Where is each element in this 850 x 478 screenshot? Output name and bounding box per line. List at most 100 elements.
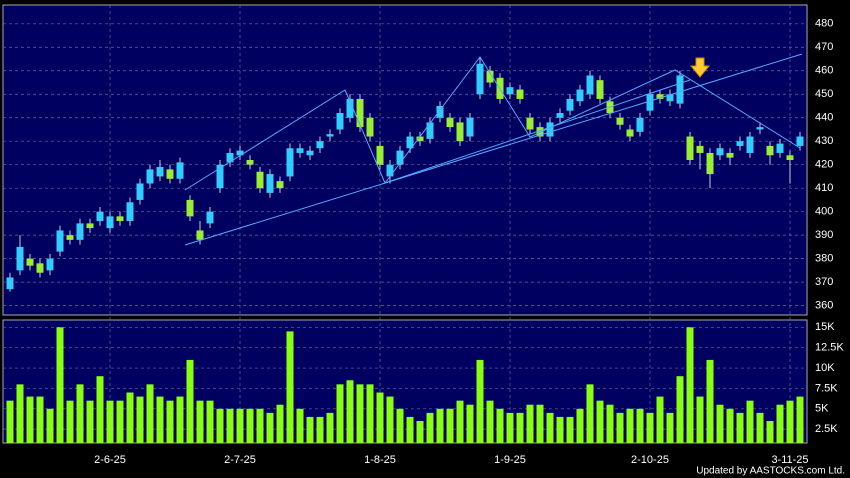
- candle-body: [776, 143, 784, 153]
- volume-bar: [86, 400, 94, 443]
- volume-bar: [396, 408, 404, 443]
- candle-body: [166, 169, 174, 179]
- volume-bar: [96, 376, 104, 443]
- volume-bar: [726, 408, 734, 443]
- candle-body: [366, 117, 374, 137]
- candle-body: [466, 117, 474, 137]
- volume-bar: [496, 408, 504, 443]
- volume-panel: [2, 319, 808, 444]
- candle-body: [96, 211, 104, 222]
- volume-bar: [166, 400, 174, 443]
- volume-bar: [586, 384, 594, 443]
- candle-body: [386, 164, 394, 177]
- volume-bar: [406, 416, 414, 443]
- volume-bar: [346, 380, 354, 443]
- volume-bar: [516, 412, 524, 443]
- volume-bar: [626, 408, 634, 443]
- candle-body: [756, 127, 764, 130]
- volume-bar: [66, 400, 74, 443]
- candle-body: [226, 152, 234, 163]
- candle-body: [566, 98, 574, 111]
- volume-bar: [506, 412, 514, 443]
- volume-bar: [76, 384, 84, 443]
- volume-bar: [46, 408, 54, 443]
- candle-body: [256, 171, 264, 189]
- candle-body: [86, 223, 94, 229]
- volume-bar: [26, 396, 34, 443]
- volume-bar: [246, 408, 254, 443]
- candle-body: [576, 89, 584, 102]
- candle-body: [306, 150, 314, 156]
- candle-body: [416, 136, 424, 142]
- volume-bar: [446, 408, 454, 443]
- volume-bar: [466, 404, 474, 443]
- candle-body: [716, 148, 724, 156]
- volume-bar: [376, 392, 384, 443]
- y-tick-label: 470: [815, 41, 833, 53]
- volume-bar: [36, 396, 44, 443]
- candle-body: [586, 75, 594, 95]
- y-tick-label: 460: [815, 65, 833, 77]
- volume-bar: [186, 359, 194, 443]
- candle-body: [46, 258, 54, 271]
- volume-bar: [566, 416, 574, 443]
- candle-body: [676, 75, 684, 104]
- candle-body: [56, 230, 64, 252]
- volume-bar: [666, 412, 674, 443]
- candle-body: [666, 94, 674, 102]
- volume-bar: [706, 359, 714, 443]
- price-panel: [2, 4, 808, 316]
- candle-body: [616, 117, 624, 125]
- zigzag-line: [184, 56, 801, 191]
- candle-body: [796, 136, 804, 146]
- y-tick-label: 360: [815, 300, 833, 312]
- y-tick-label: 390: [815, 229, 833, 241]
- volume-bar: [576, 408, 584, 443]
- volume-bar: [116, 400, 124, 443]
- volume-bar: [716, 404, 724, 443]
- candle-body: [636, 117, 644, 132]
- volume-bar: [646, 412, 654, 443]
- volume-bar: [416, 421, 424, 443]
- candle-body: [506, 87, 514, 95]
- candle-body: [426, 122, 434, 139]
- volume-bar: [226, 408, 234, 443]
- candle-body: [6, 277, 14, 290]
- volume-bar: [256, 408, 264, 443]
- candle-body: [536, 127, 544, 137]
- volume-bar: [336, 384, 344, 443]
- candle-body: [456, 122, 464, 142]
- volume-bar: [456, 400, 464, 443]
- y2-tick-label: 12.5K: [815, 342, 844, 354]
- candle-body: [436, 105, 444, 118]
- candle-body: [766, 145, 774, 156]
- volume-bar: [176, 396, 184, 443]
- volume-bar: [386, 396, 394, 443]
- volume-bar: [136, 396, 144, 443]
- y-tick-label: 380: [815, 253, 833, 265]
- candle-body: [346, 98, 354, 118]
- candle-body: [476, 63, 484, 95]
- candle-body: [106, 216, 114, 229]
- y2-tick-label: 15K: [815, 321, 835, 333]
- y2-tick-label: 2.5K: [815, 423, 838, 435]
- volume-bar: [356, 384, 364, 443]
- candle-body: [26, 258, 34, 266]
- candle-body: [726, 152, 734, 158]
- candle-body: [656, 94, 664, 99]
- volume-bar: [266, 412, 274, 443]
- volume-bar: [766, 421, 774, 443]
- candle-body: [686, 136, 694, 160]
- candle-body: [706, 152, 714, 175]
- volume-bar: [146, 384, 154, 443]
- volume-bar: [106, 400, 114, 443]
- y2-tick-label: 10K: [815, 362, 835, 374]
- candle-body: [156, 167, 164, 177]
- volume-bar: [366, 384, 374, 443]
- candle-body: [146, 169, 154, 184]
- x-tick-label: 3-11-25: [771, 454, 808, 466]
- volume-bar: [796, 396, 804, 443]
- candle-body: [396, 150, 404, 165]
- trend-line: [184, 53, 803, 246]
